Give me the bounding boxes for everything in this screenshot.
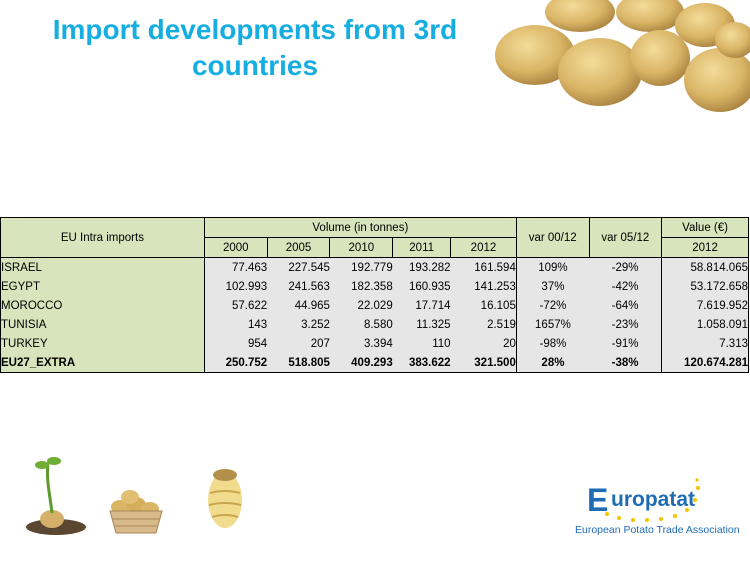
europatat-logo: E uropatat European Potato Trade Associa… [575,478,745,548]
volume-cell: 141.253 [450,277,517,296]
volume-cell: 241.563 [267,277,330,296]
volume-cell: 57.622 [204,296,268,315]
value-cell: 58.814.065 [661,257,749,277]
volume-cell: 192.779 [329,257,393,277]
potato-illustrations [26,457,242,535]
variation-cell: 109% [516,257,590,277]
country-cell: TUNISIA [0,315,205,334]
header-value-year: 2012 [661,237,749,258]
volume-cell: 518.805 [267,353,330,373]
variation-cell: -72% [516,296,590,315]
value-cell: 1.058.091 [661,315,749,334]
header-var-05-12: var 05/12 [588,217,663,258]
variation-cell: 28% [516,353,590,373]
table-row: TUNISIA 143 3.252 8.580 11.325 2.519 165… [0,315,749,334]
volume-cell: 110 [392,334,451,353]
variation-cell: -29% [589,257,663,277]
volume-cell: 143 [204,315,268,334]
table-row: MOROCCO 57.622 44.965 22.029 17.714 16.1… [0,296,749,315]
volume-cell: 207 [267,334,330,353]
volume-cell: 102.993 [204,277,268,296]
header-volume: Volume (in tonnes) [203,217,517,238]
header-year-2000: 2000 [203,237,268,258]
header-eu-intra-imports: EU Intra imports [0,217,205,258]
table-row: EGYPT 102.993 241.563 182.358 160.935 14… [0,277,749,296]
variation-cell: -23% [589,315,663,334]
value-cell: 7.619.952 [661,296,749,315]
header-year-2010: 2010 [329,237,394,258]
volume-cell: 383.622 [392,353,451,373]
header-year-2005: 2005 [266,237,331,258]
value-cell: 120.674.281 [661,353,749,373]
volume-cell: 22.029 [329,296,393,315]
header-var-00-12: var 00/12 [515,217,590,258]
title-line-2: countries [191,50,319,81]
value-cell: 53.172.658 [661,277,749,296]
volume-cell: 3.394 [329,334,393,353]
variation-cell: -91% [589,334,663,353]
potato-basket-icon [109,490,163,534]
table-total-row: EU27_EXTRA 250.752 518.805 409.293 383.6… [0,353,749,373]
volume-cell: 17.714 [392,296,451,315]
volume-cell: 20 [450,334,517,353]
country-cell: ISRAEL [0,257,205,277]
potato-sprout-icon [26,457,86,535]
volume-cell: 8.580 [329,315,393,334]
volume-cell: 250.752 [204,353,268,373]
country-cell: EU27_EXTRA [0,353,205,373]
variation-cell: 37% [516,277,590,296]
volume-cell: 3.252 [267,315,330,334]
volume-cell: 954 [204,334,268,353]
volume-cell: 160.935 [392,277,451,296]
country-cell: EGYPT [0,277,205,296]
variation-cell: -64% [589,296,663,315]
volume-cell: 409.293 [329,353,393,373]
header-year-2012: 2012 [450,237,517,258]
peeled-potato-icon [208,469,242,528]
country-cell: MOROCCO [0,296,205,315]
potato-pile-image [495,0,750,112]
volume-cell: 11.325 [392,315,451,334]
volume-cell: 321.500 [450,353,517,373]
variation-cell: 1657% [516,315,590,334]
volume-cell: 16.105 [450,296,517,315]
country-cell: TURKEY [0,334,205,353]
logo-initial: E [587,482,609,518]
variation-cell: -98% [516,334,590,353]
logo-wordmark: uropatat [611,488,695,511]
value-cell: 7.313 [661,334,749,353]
eu-stars-icon [605,478,700,522]
header-year-2011: 2011 [392,237,452,258]
volume-cell: 44.965 [267,296,330,315]
volume-cell: 227.545 [267,257,330,277]
volume-cell: 161.594 [450,257,517,277]
header-value: Value (€) [661,217,749,238]
volume-cell: 193.282 [392,257,451,277]
table-row: ISRAEL 77.463 227.545 192.779 193.282 16… [0,257,749,277]
volume-cell: 77.463 [204,257,268,277]
logo-subtitle: European Potato Trade Association [575,524,740,536]
title-line-1: Import developments from 3rd [52,14,458,45]
variation-cell: -38% [589,353,663,373]
import-table: EU Intra imports Volume (in tonnes) var … [0,217,749,373]
volume-cell: 182.358 [329,277,393,296]
slide-title: Import developments from 3rd countries [20,12,490,84]
volume-cell: 2.519 [450,315,517,334]
table-row: TURKEY 954 207 3.394 110 20 -98% -91% 7.… [0,334,749,353]
variation-cell: -42% [589,277,663,296]
